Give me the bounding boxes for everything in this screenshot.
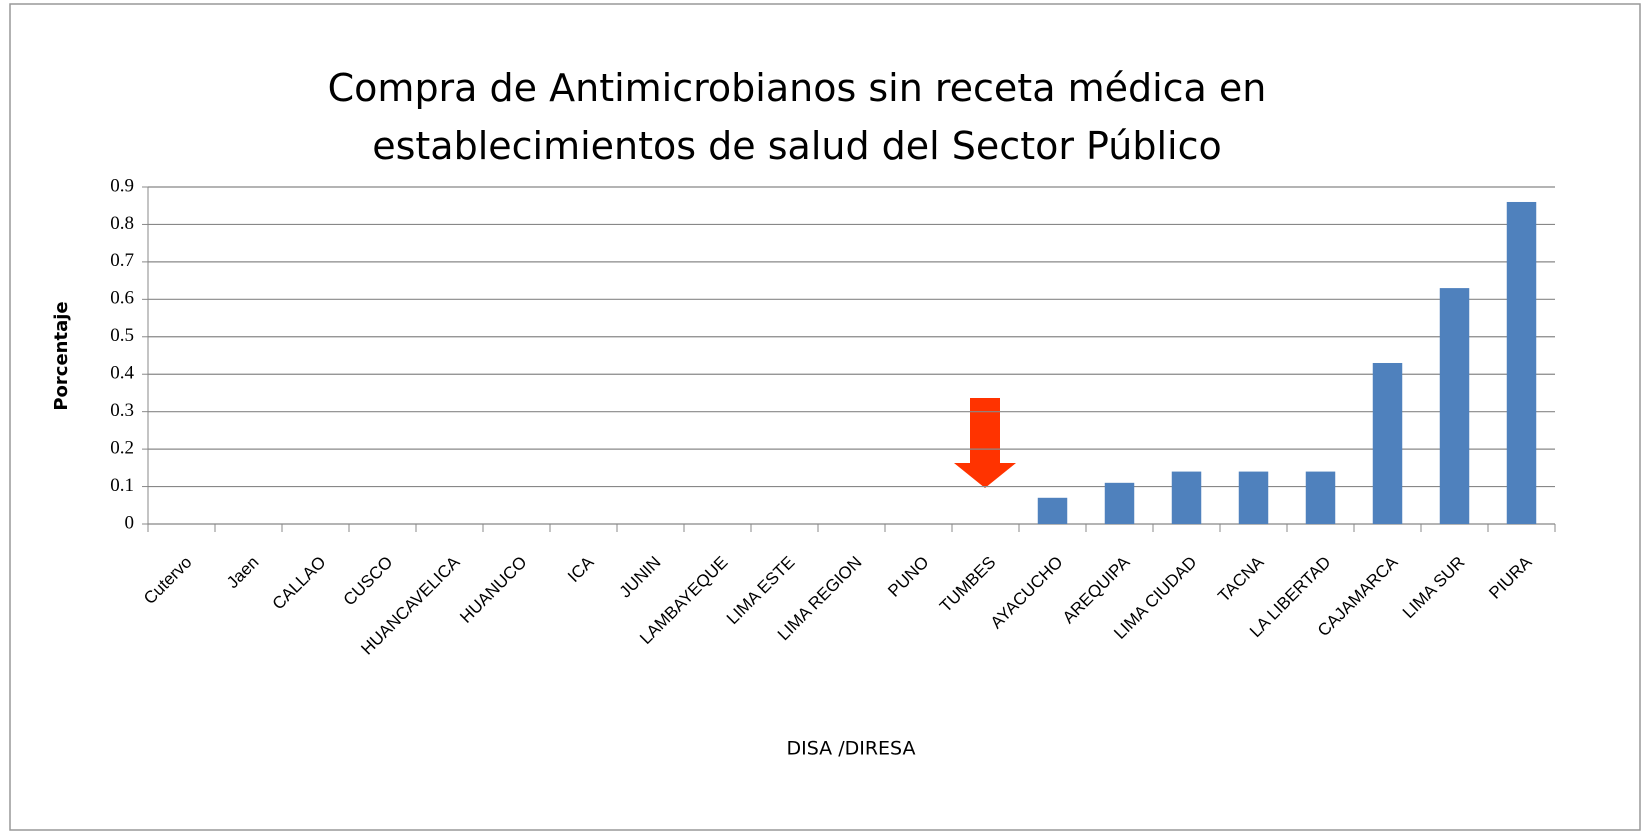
y-tick-label: 0.4 bbox=[110, 363, 134, 384]
bar bbox=[1037, 497, 1068, 524]
arrow-annotation bbox=[954, 398, 1016, 488]
y-tick-label: 0.1 bbox=[110, 475, 134, 496]
bar bbox=[1372, 362, 1403, 524]
bar bbox=[1104, 482, 1135, 524]
chart-frame bbox=[9, 3, 1641, 831]
y-tick-label: 0.7 bbox=[110, 250, 134, 271]
y-tick-label: 0.5 bbox=[110, 325, 134, 346]
bar bbox=[1506, 201, 1537, 524]
y-tick-label: 0.8 bbox=[110, 213, 134, 234]
bar bbox=[1238, 471, 1269, 524]
y-axis-label: Porcentaje bbox=[51, 301, 72, 410]
bar bbox=[1439, 288, 1470, 524]
chart-title: Compra de Antimicrobianos sin receta méd… bbox=[328, 66, 1267, 168]
y-tick-label: 0.2 bbox=[110, 437, 134, 458]
bar bbox=[1305, 471, 1336, 524]
x-axis-label: DISA /DIRESA bbox=[787, 738, 916, 760]
y-tick-label: 0 bbox=[125, 512, 135, 533]
bar bbox=[1171, 471, 1202, 524]
y-tick-label: 0.9 bbox=[110, 175, 134, 196]
y-tick-label: 0.3 bbox=[110, 400, 134, 421]
y-tick-label: 0.6 bbox=[110, 288, 134, 309]
